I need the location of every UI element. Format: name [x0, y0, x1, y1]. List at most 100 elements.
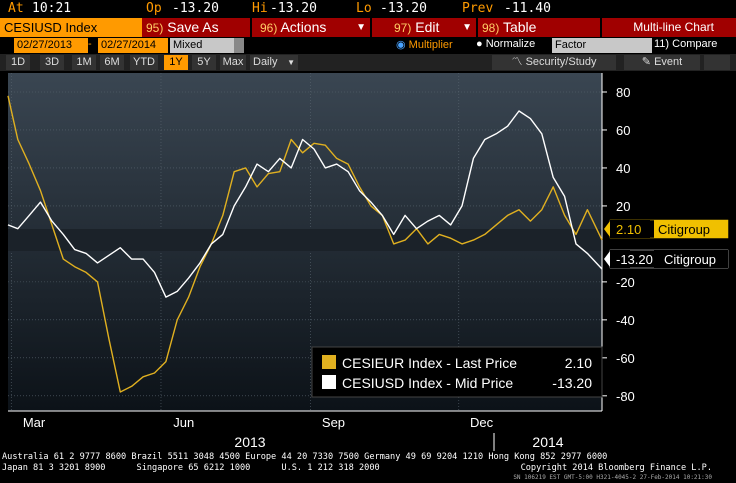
edit-num: 97): [394, 21, 412, 35]
period-1m[interactable]: 1M: [72, 55, 96, 70]
tag-label-bg: [654, 250, 728, 268]
tag-value: 2.10: [616, 222, 641, 237]
legend-value-eur: 2.10: [565, 355, 592, 371]
period-3d[interactable]: 3D: [40, 55, 64, 70]
x-axis-labels: Mar Jun Sep Dec 2013 2014: [8, 410, 602, 451]
last-value-tags: 2.10 Citigroup -13.20 Citigroup: [604, 219, 729, 269]
date-range-bar: 02/27/2013 - 02/27/2014 Mixed ◉ Multipli…: [0, 37, 736, 54]
y-tick-label: -80: [616, 389, 635, 404]
lo-value: -13.20: [380, 1, 427, 16]
footer-phone-line: Australia 61 2 9777 8600 Brazil 5511 304…: [2, 452, 608, 462]
session-info: SN 106219 EST GMT-5:00 H321-4045-2 27-Fe…: [513, 474, 712, 481]
y-axis-labels: 80 60 40 20 -20 -40 -60 -80: [601, 73, 635, 411]
save-as-label: Save As: [167, 19, 219, 35]
x-tick-label: Mar: [23, 415, 46, 430]
radio-selected-icon: ◉: [396, 39, 406, 51]
tag-label: Citigroup: [664, 252, 716, 267]
chart-line-icon: 〽: [511, 56, 523, 68]
legend-value-usd: -13.20: [552, 375, 592, 391]
value-tag-1: -13.20 Citigroup: [604, 249, 729, 269]
y-tick-label: 40: [616, 161, 630, 176]
value-tag-0: 2.10 Citigroup: [604, 219, 729, 239]
zero-band: [8, 229, 602, 251]
tag-label: Citigroup: [658, 222, 710, 237]
start-date-field[interactable]: 02/27/2013: [14, 38, 88, 53]
year-label-2013: 2013: [234, 434, 265, 450]
period-6m[interactable]: 6M: [100, 55, 124, 70]
legend-swatch-eur: [322, 355, 336, 369]
x-tick-label: Jun: [173, 415, 194, 430]
factor-select[interactable]: Factor: [552, 38, 652, 53]
period-1y[interactable]: 1Y: [164, 55, 188, 70]
chevron-down-icon: ▼: [356, 22, 366, 33]
save-as-button[interactable]: 95) Save As: [142, 18, 250, 37]
chart-mode-select[interactable]: Mixed: [170, 38, 234, 53]
normalize-label: Normalize: [485, 38, 536, 50]
tag-pointer: [604, 221, 610, 237]
end-date-field[interactable]: 02/27/2014: [98, 38, 168, 53]
series-lines: [7, 95, 603, 393]
compare-button[interactable]: 11) Compare: [654, 38, 717, 50]
multiplier-label: Multiplier: [408, 39, 453, 51]
period-max[interactable]: Max: [220, 55, 246, 70]
event-label: Event: [654, 56, 683, 68]
chart-mode-value: Mixed: [173, 39, 203, 51]
chevron-down-icon[interactable]: [234, 38, 244, 53]
save-as-num: 95): [146, 21, 164, 35]
tag-value-bg: [610, 250, 630, 268]
hi-value: -13.20: [270, 1, 317, 16]
date-separator: -: [88, 38, 92, 50]
event-button[interactable]: ✎ Event: [624, 55, 700, 70]
chart-title: Multi-line Chart: [602, 18, 736, 37]
legend-label-usd: CESIUSD Index - Mid Price: [342, 375, 513, 391]
y-tick-label: -20: [616, 275, 635, 290]
period-1d[interactable]: 1D: [6, 55, 30, 70]
y-tick-label: -60: [616, 351, 635, 366]
prev-value: -11.40: [504, 1, 551, 16]
table-button[interactable]: 98) Table: [478, 18, 600, 37]
actions-num: 96): [260, 21, 278, 35]
actions-button[interactable]: 96) Actions ▼: [252, 18, 370, 37]
legend-label-eur: CESIEUR Index - Last Price: [342, 355, 517, 371]
op-value: -13.20: [172, 1, 219, 16]
ticker-field[interactable]: CESIUSD Index: [0, 18, 142, 37]
frequency-value: Daily: [253, 56, 278, 68]
at-label: At: [8, 1, 24, 16]
multiplier-option[interactable]: ◉ Multiplier: [396, 38, 453, 51]
at-value: 10:21: [32, 1, 72, 16]
security-study-button[interactable]: 〽 Security/Study: [492, 55, 616, 70]
lo-label: Lo: [356, 1, 372, 16]
tag-value: -13.20: [616, 252, 653, 267]
edit-button[interactable]: 97) Edit ▼: [372, 18, 476, 37]
period-5y[interactable]: 5Y: [192, 55, 216, 70]
table-num: 98): [482, 21, 500, 35]
factor-value: Factor: [555, 39, 587, 51]
x-tick-label: Sep: [322, 415, 345, 430]
copyright: Copyright 2014 Bloomberg Finance L.P.: [520, 463, 712, 473]
period-bar: 1D 3D 1M 6M YTD 1Y 5Y Max Daily ▼ 〽 Secu…: [0, 54, 736, 71]
normalize-option[interactable]: ● Normalize: [476, 38, 535, 50]
security-study-label: Security/Study: [525, 56, 597, 68]
frequency-select[interactable]: Daily ▼: [250, 55, 298, 70]
y-tick-label: 80: [616, 85, 630, 100]
x-tick-label: Dec: [470, 415, 494, 430]
y-tick-label: 20: [616, 199, 630, 214]
hi-label: Hi: [252, 1, 268, 16]
multi-line-chart: 80 60 40 20 -20 -40 -60 -80 Mar Jun Sep Dec 2013 201…: [7, 73, 729, 451]
prev-label: Prev: [462, 1, 494, 16]
ticker-value: CESIUSD Index: [4, 20, 98, 35]
compare-num: 11): [654, 38, 670, 50]
compare-label: Compare: [672, 38, 718, 50]
chevron-down-icon: ▼: [462, 22, 472, 33]
more-options-button[interactable]: [704, 55, 730, 70]
period-ytd[interactable]: YTD: [130, 55, 158, 70]
legend-swatch-usd: [322, 375, 336, 389]
y-tick-label: 60: [616, 123, 630, 138]
series-line-1: [7, 110, 603, 298]
year-label-2014: 2014: [532, 434, 563, 450]
legend-background: [311, 346, 603, 398]
quote-bar: At 10:21 Op -13.20 Hi -13.20 Lo -13.20 P…: [0, 0, 736, 18]
tag-value-bg: [610, 220, 650, 238]
tag-pointer: [604, 251, 610, 267]
table-label: Table: [502, 19, 537, 35]
